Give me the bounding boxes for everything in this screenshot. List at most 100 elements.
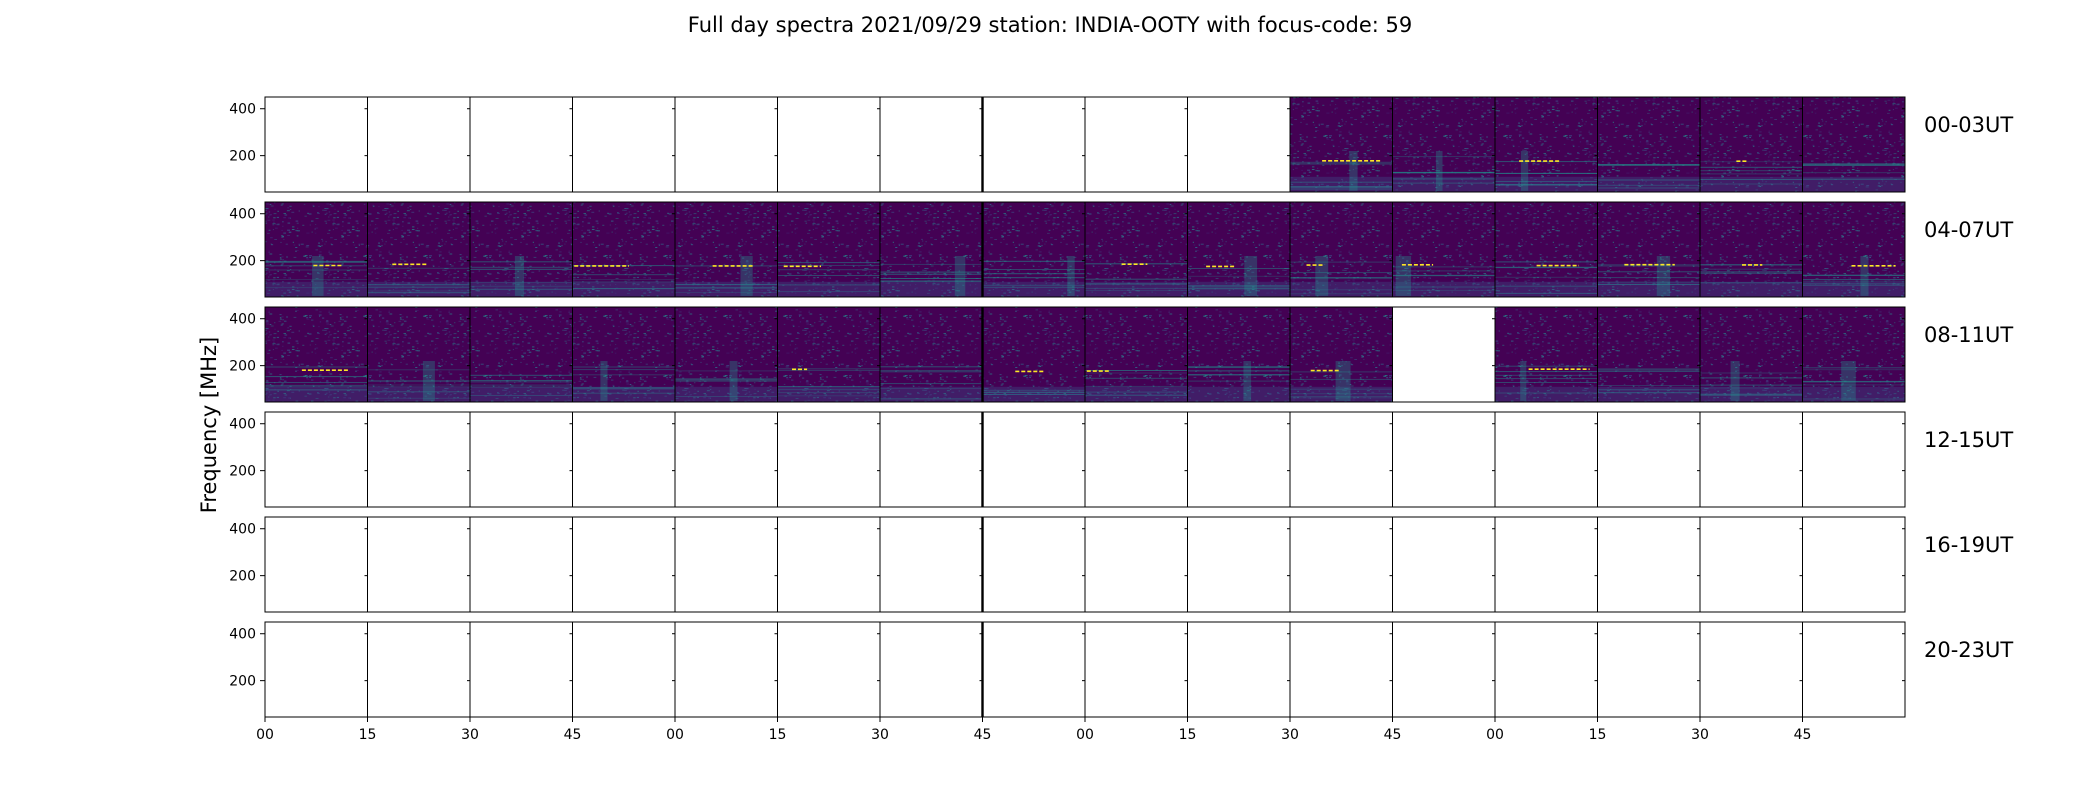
spectrum-image — [777, 202, 880, 297]
empty-panel — [1495, 622, 1598, 717]
empty-panel — [470, 97, 573, 192]
spectra-panel — [367, 411, 471, 508]
y-tick-label: 200 — [229, 359, 256, 375]
spectra-panel — [1084, 306, 1188, 403]
row-label: 00-03UT — [1924, 113, 2013, 137]
spectrum-image — [1392, 97, 1495, 192]
spectra-panel — [1802, 516, 1906, 613]
empty-panel — [470, 412, 573, 507]
spectra-panel — [572, 516, 676, 613]
row-label: 04-07UT — [1924, 218, 2013, 242]
spectra-panel — [982, 411, 1086, 508]
spectra-panel — [1699, 621, 1803, 718]
spectrum-image — [675, 202, 778, 297]
spectra-row-08-11UT: 200 400 08-11UT — [229, 306, 2013, 403]
spectra-panel — [469, 411, 573, 508]
y-tick-label: 200 — [229, 254, 256, 270]
spectra-panel — [572, 621, 676, 718]
empty-panel — [880, 517, 983, 612]
y-tick-label: 400 — [229, 522, 256, 538]
spectra-panel — [1289, 516, 1393, 613]
spectrum-image — [982, 307, 1085, 402]
spectrum-image — [1392, 202, 1495, 297]
spectrum-image — [265, 202, 368, 297]
spectra-row-00-03UT: 200 400 00-03UT — [229, 96, 2013, 193]
empty-panel — [1187, 97, 1290, 192]
x-tick-label: 30 — [1281, 727, 1299, 743]
spectrum-image — [982, 202, 1085, 297]
spectrum-image — [367, 307, 470, 402]
chart-title: Full day spectra 2021/09/29 station: IND… — [688, 13, 1412, 37]
empty-panel — [777, 412, 880, 507]
spectra-panel — [1289, 201, 1393, 298]
spectra-row-16-19UT: 200 400 16-19UT — [229, 516, 2013, 613]
spectrum-image — [1597, 202, 1700, 297]
empty-panel — [880, 97, 983, 192]
spectra-panel — [264, 516, 368, 613]
spectra-panel — [982, 516, 1086, 613]
empty-panel — [1802, 622, 1905, 717]
empty-panel — [265, 97, 368, 192]
spectra-panel — [879, 621, 983, 718]
x-tick-label: 00 — [256, 727, 274, 743]
spectra-panel — [1494, 411, 1598, 508]
spectra-panel — [879, 201, 983, 298]
empty-panel — [1392, 622, 1495, 717]
empty-panel — [572, 622, 675, 717]
spectra-panel — [1084, 411, 1188, 508]
spectrum-image — [1495, 97, 1598, 192]
spectrum-image — [572, 307, 675, 402]
spectrum-image — [1290, 202, 1393, 297]
empty-panel — [675, 97, 778, 192]
spectra-panel — [264, 306, 368, 403]
spectra-panel — [1802, 201, 1906, 298]
empty-panel — [572, 517, 675, 612]
panel-frame — [1802, 516, 1906, 613]
row-label: 08-11UT — [1924, 323, 2013, 347]
spectra-panel — [982, 306, 1086, 403]
spectrum-image — [1495, 202, 1598, 297]
spectra-panel — [1802, 306, 1906, 403]
spectrum-image — [880, 307, 983, 402]
empty-panel — [1597, 412, 1700, 507]
spectra-panel — [674, 516, 778, 613]
spectra-panel — [469, 306, 573, 403]
x-tick-label: 45 — [1794, 727, 1812, 743]
empty-panel — [1187, 517, 1290, 612]
spectra-panel — [879, 306, 983, 403]
spectra-panel — [1084, 516, 1188, 613]
spectra-panel — [1597, 516, 1701, 613]
spectra-panel — [879, 411, 983, 508]
spectra-panel — [674, 96, 778, 193]
empty-panel — [777, 622, 880, 717]
spectra-panel — [1084, 621, 1188, 718]
spectra-panel — [469, 516, 573, 613]
spectra-panel — [982, 96, 1086, 193]
spectra-panel — [674, 411, 778, 508]
empty-panel — [777, 97, 880, 192]
y-tick-label: 200 — [229, 149, 256, 165]
y-tick-label: 400 — [229, 102, 256, 118]
x-tick-label: 15 — [769, 727, 787, 743]
spectra-row-04-07UT: 200 400 04-07UT — [229, 201, 2013, 298]
spectra-panel — [777, 96, 881, 193]
spectra-panel — [1187, 516, 1291, 613]
empty-panel — [470, 517, 573, 612]
spectrum-image — [1597, 97, 1700, 192]
spectra-panel — [1289, 621, 1393, 718]
spectra-panel — [1392, 306, 1496, 403]
spectra-panel — [879, 96, 983, 193]
x-tick-label: 45 — [974, 727, 992, 743]
spectra-panel — [674, 201, 778, 298]
empty-panel — [1085, 517, 1188, 612]
panel-frame — [1802, 306, 1906, 403]
empty-panel — [367, 97, 470, 192]
empty-panel — [1495, 412, 1598, 507]
spectrum-image — [1085, 307, 1188, 402]
spectrum-image — [1187, 202, 1290, 297]
spectra-panel — [777, 306, 881, 403]
spectrum-image — [1700, 97, 1803, 192]
x-tick-label: 45 — [564, 727, 582, 743]
spectra-grid: 20040000-03UT20040004-07UT20040008-11UT2… — [229, 96, 2013, 718]
